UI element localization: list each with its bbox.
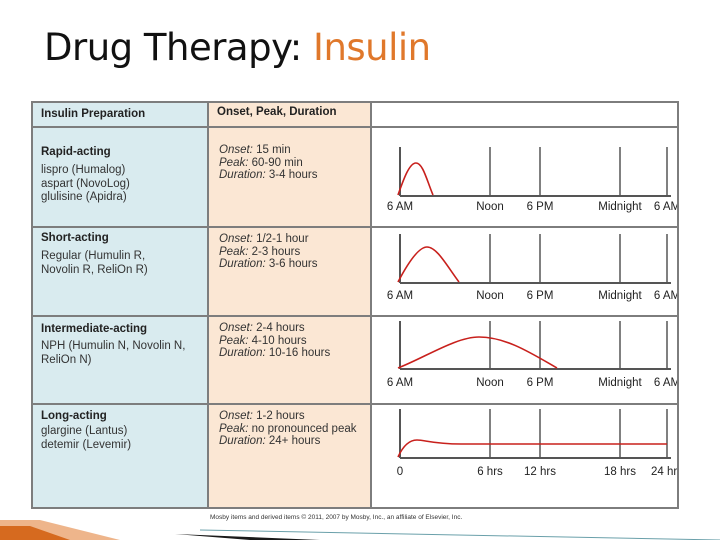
- graph-axis-label: 6 AM: [387, 377, 413, 389]
- insulin-action-curve: [397, 439, 667, 458]
- graph-axis-label: 18 hrs: [604, 466, 636, 478]
- graph-axis-label: Noon: [476, 201, 504, 213]
- copyright-credit: Mosby items and derived items © 2011, 20…: [210, 514, 463, 521]
- prep-item: detemir (Levemir): [41, 438, 132, 451]
- graph-axis-label: Midnight: [598, 201, 642, 213]
- prep-item: glulisine (Apidra): [41, 191, 127, 203]
- row-1-category: Rapid-acting: [41, 146, 111, 158]
- graph-axis-label: 6 AM: [387, 201, 413, 213]
- graph-axis-label: 6 hrs: [477, 466, 503, 478]
- peak-line: Peak: 2-3 hours: [219, 245, 301, 258]
- peak-line: Peak: no pronounced peak: [219, 422, 357, 435]
- insulin-action-curve: [397, 162, 434, 196]
- divider: [370, 101, 372, 509]
- header-onset-peak-duration: Onset, Peak, Duration: [217, 106, 337, 118]
- insulin-action-curve: [397, 336, 558, 369]
- row-2-category: Short-acting: [41, 232, 109, 244]
- graph-axis-label: Noon: [476, 377, 504, 389]
- graph-axis-label: Midnight: [598, 290, 642, 302]
- row-1-prep-list: lispro (Humalog) aspart (NovoLog) glulis…: [41, 164, 130, 205]
- row-4-prep-list: glargine (Lantus) detemir (Levemir): [41, 425, 131, 452]
- graph-axis-label: 6 AM: [654, 201, 679, 213]
- row-2-prep-list: Regular (Humulin R, Novolin R, ReliOn R): [41, 250, 148, 277]
- graph-axis-label: 6 PM: [527, 290, 554, 302]
- divider: [207, 101, 209, 509]
- row-4-category: Long-acting: [41, 410, 107, 422]
- prep-item: Novolin R, ReliOn R): [41, 263, 148, 276]
- graph-axis-label: 6 AM: [654, 377, 679, 389]
- slide-title-main: Drug Therapy:: [44, 26, 314, 69]
- prep-item: aspart (NovoLog): [41, 177, 130, 190]
- graph-axis-label: 6 PM: [527, 201, 554, 213]
- column-preparation: [31, 101, 208, 509]
- row-3-opd: Onset: 2-4 hours Peak: 4-10 hours Durati…: [219, 322, 330, 360]
- onset-line: Onset: 1-2 hours: [219, 410, 305, 422]
- peak-line: Peak: 4-10 hours: [219, 334, 307, 347]
- duration-line: Duration: 3-6 hours: [219, 258, 318, 270]
- divider: [31, 403, 679, 405]
- duration-line: Duration: 3-4 hours: [219, 169, 318, 181]
- slide-footer-decoration: [0, 520, 720, 540]
- graph-row-3: 6 AM Noon 6 PM Midnight 6 AM: [387, 321, 679, 389]
- row-4-opd: Onset: 1-2 hours Peak: no pronounced pea…: [219, 410, 357, 448]
- graph-row-4: 0 6 hrs 12 hrs 18 hrs 24 hrs: [397, 409, 679, 478]
- prep-item: lispro (Humalog): [41, 164, 126, 176]
- slide-title: Drug Therapy: Insulin: [44, 26, 431, 69]
- row-3-prep-list: NPH (Humulin N, Novolin N, ReliOn N): [41, 340, 185, 367]
- onset-line: Onset: 1/2-1 hour: [219, 233, 309, 245]
- graph-axis-label: Noon: [476, 290, 504, 302]
- insulin-table: Insulin Preparation Onset, Peak, Duratio…: [31, 101, 679, 509]
- graph-axis-label: 6 AM: [654, 290, 679, 302]
- duration-line: Duration: 10-16 hours: [219, 347, 331, 359]
- divider: [31, 226, 679, 228]
- prep-item: Regular (Humulin R,: [41, 250, 146, 262]
- graph-axis-label: 12 hrs: [524, 466, 556, 478]
- onset-line: Onset: 2-4 hours: [219, 322, 305, 334]
- row-2-opd: Onset: 1/2-1 hour Peak: 2-3 hours Durati…: [219, 233, 317, 271]
- slide-title-accent: Insulin: [313, 26, 431, 69]
- activity-graphs: 6 AM Noon 6 PM Midnight 6 AM 6 AM Noon 6 PM Midn…: [387, 147, 679, 478]
- duration-line: Duration: 24+ hours: [219, 435, 321, 447]
- prep-item: ReliOn N): [41, 353, 92, 366]
- graph-axis-label: 0: [397, 466, 403, 478]
- prep-item: NPH (Humulin N, Novolin N,: [41, 340, 186, 352]
- graph-axis-label: 24 hrs: [651, 466, 679, 478]
- divider: [31, 315, 679, 317]
- onset-line: Onset: 15 min: [219, 144, 291, 156]
- column-onset-peak-duration: [208, 101, 371, 509]
- graph-axis-label: Midnight: [598, 377, 642, 389]
- insulin-action-curve: [397, 246, 460, 283]
- header-preparation: Insulin Preparation: [41, 108, 146, 120]
- graph-axis-label: 6 AM: [387, 290, 413, 302]
- graph-axis-label: 6 PM: [527, 377, 554, 389]
- graph-row-1: 6 AM Noon 6 PM Midnight 6 AM: [387, 147, 679, 213]
- prep-item: glargine (Lantus): [41, 425, 128, 437]
- table-border: [31, 101, 679, 509]
- row-1-opd: Onset: 15 min Peak: 60-90 min Duration: …: [219, 144, 317, 182]
- peak-line: Peak: 60-90 min: [219, 156, 303, 169]
- row-3-category: Intermediate-acting: [41, 323, 148, 335]
- graph-row-2: 6 AM Noon 6 PM Midnight 6 AM: [387, 234, 679, 302]
- divider: [31, 126, 679, 128]
